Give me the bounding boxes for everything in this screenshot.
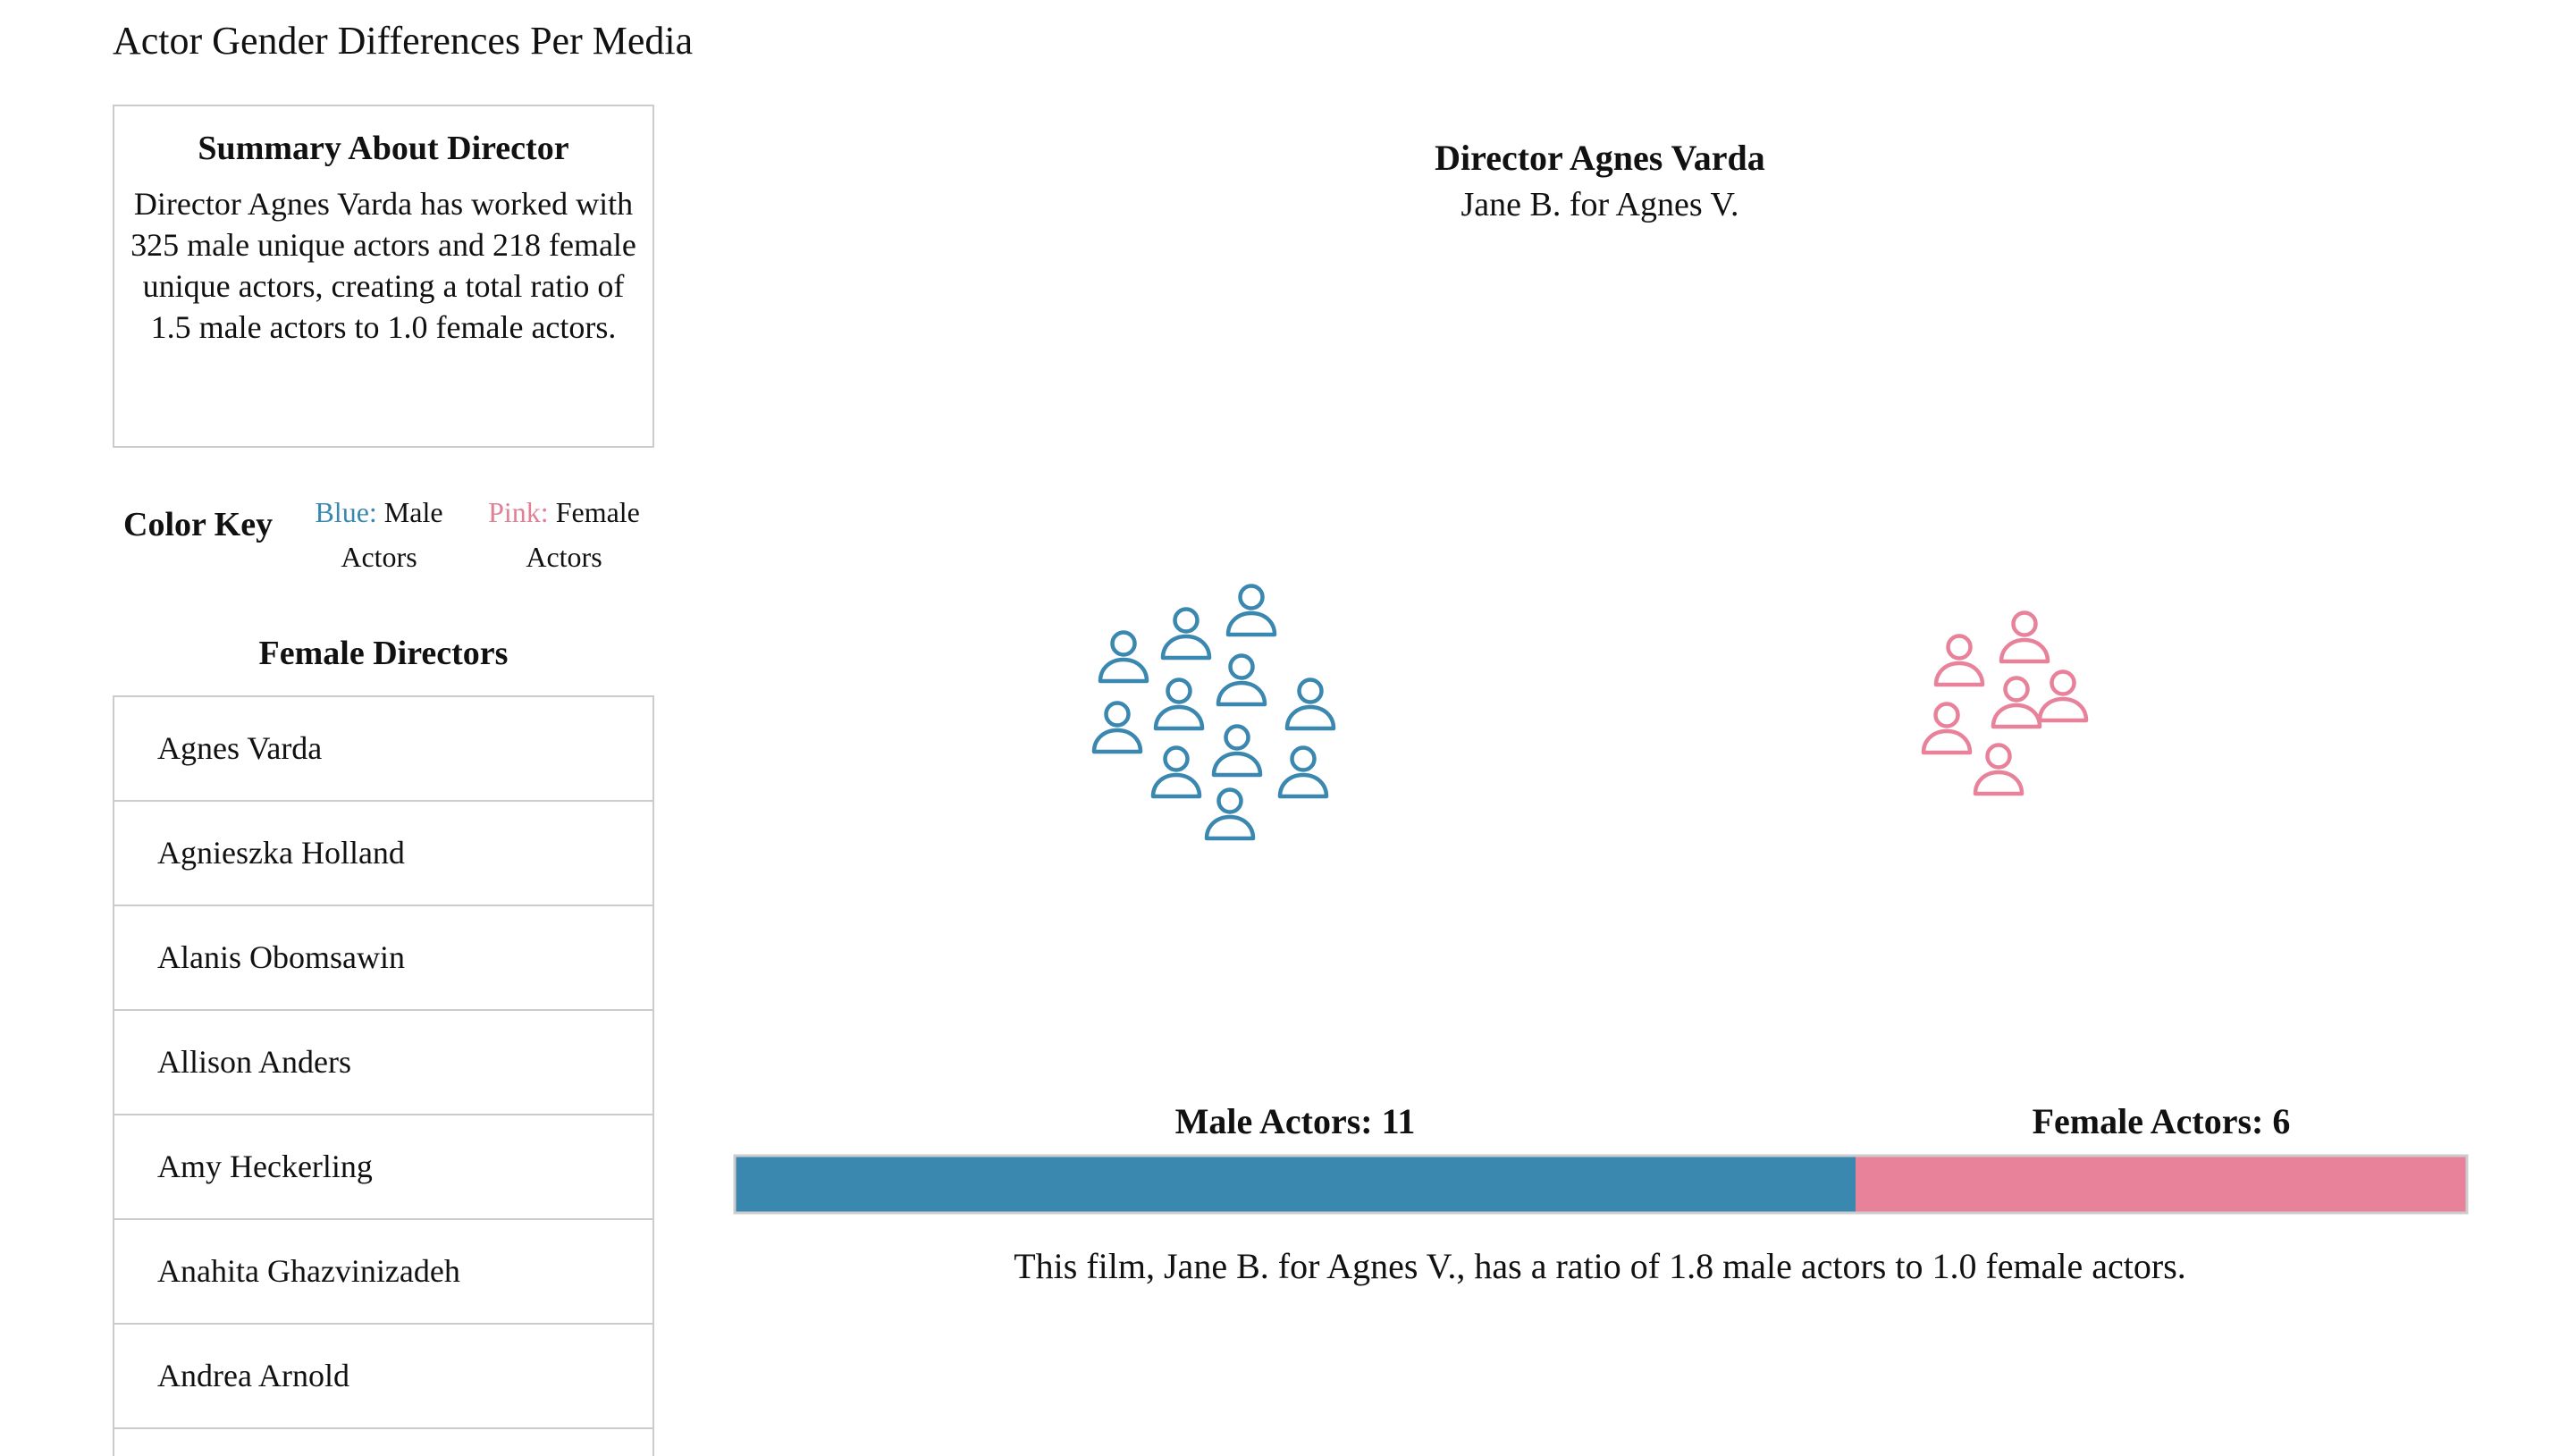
director-summary-panel: Summary About Director Director Agnes Va… bbox=[113, 105, 654, 448]
female-bar-segment bbox=[1856, 1156, 2467, 1213]
male-actors-label: Male Actors: 11 bbox=[1174, 1101, 1416, 1141]
color-key-female-label: Pink: bbox=[488, 496, 549, 528]
color-key-title: Color Key bbox=[123, 506, 274, 543]
summary-text: Director Agnes Varda has worked with 325… bbox=[130, 186, 636, 345]
female-actor-icon bbox=[1999, 610, 2050, 664]
director-item-alanis-obomsawin[interactable]: Alanis Obomsawin bbox=[114, 906, 652, 1011]
color-key-female-text: Female Actors bbox=[526, 496, 640, 573]
summary-title: Summary About Director bbox=[198, 130, 569, 167]
male-actor-icon bbox=[1153, 678, 1205, 731]
female-actor-icon bbox=[2037, 669, 2089, 723]
director-item-agnes-varda[interactable]: Agnes Varda bbox=[114, 697, 652, 802]
male-actor-icon bbox=[1284, 678, 1336, 731]
directors-list: Agnes Varda Agnieszka Holland Alanis Obo… bbox=[113, 695, 654, 1456]
film-ratio-text: This film, Jane B. for Agnes V., has a r… bbox=[1014, 1246, 2186, 1286]
male-actor-icon bbox=[1160, 607, 1212, 661]
director-heading: Director Agnes Varda bbox=[1435, 138, 1765, 178]
directors-list-title: Female Directors bbox=[258, 635, 509, 672]
male-actor-icon bbox=[1204, 787, 1256, 841]
director-item-amy-heckerling[interactable]: Amy Heckerling bbox=[114, 1115, 652, 1220]
director-item-allison-anders[interactable]: Allison Anders bbox=[114, 1011, 652, 1115]
male-bar-segment bbox=[735, 1156, 1856, 1213]
color-key-male: Blue: Male Actors bbox=[299, 490, 459, 579]
actor-icons-cluster bbox=[1091, 584, 2089, 841]
male-actor-icon bbox=[1091, 701, 1143, 754]
color-key-male-label: Blue: bbox=[315, 496, 377, 528]
page-title: Actor Gender Differences Per Media bbox=[113, 19, 694, 63]
gender-ratio-bar bbox=[733, 1154, 2469, 1215]
color-key-female: Pink: Female Actors bbox=[484, 490, 644, 579]
bar-border bbox=[733, 1154, 2469, 1215]
director-item-agnieszka-holland[interactable]: Agnieszka Holland bbox=[114, 802, 652, 906]
color-key-male-text: Male Actors bbox=[341, 496, 443, 573]
color-key: Color Key Blue: Male Actors Pink: Female… bbox=[113, 490, 654, 588]
female-actor-icon bbox=[1921, 702, 1973, 755]
director-item-anahita-ghazvinizadeh[interactable]: Anahita Ghazvinizadeh bbox=[114, 1220, 652, 1325]
film-title: Jane B. for Agnes V. bbox=[1460, 186, 1739, 223]
female-actor-icon bbox=[1933, 634, 1985, 687]
male-actor-icon bbox=[1225, 584, 1277, 637]
visualization-header: Director Agnes Varda Jane B. for Agnes V… bbox=[733, 134, 2467, 227]
male-actor-icon bbox=[1098, 630, 1149, 684]
female-actor-icon bbox=[1973, 743, 2024, 796]
male-actor-icon bbox=[1216, 653, 1267, 707]
director-item-andrea-arnold[interactable]: Andrea Arnold bbox=[114, 1325, 652, 1429]
female-actor-icon bbox=[1991, 676, 2042, 729]
male-actor-icon bbox=[1150, 745, 1202, 799]
male-actor-icon bbox=[1277, 745, 1329, 799]
male-actor-icon bbox=[1211, 724, 1263, 778]
female-actors-label: Female Actors: 6 bbox=[2032, 1101, 2291, 1141]
